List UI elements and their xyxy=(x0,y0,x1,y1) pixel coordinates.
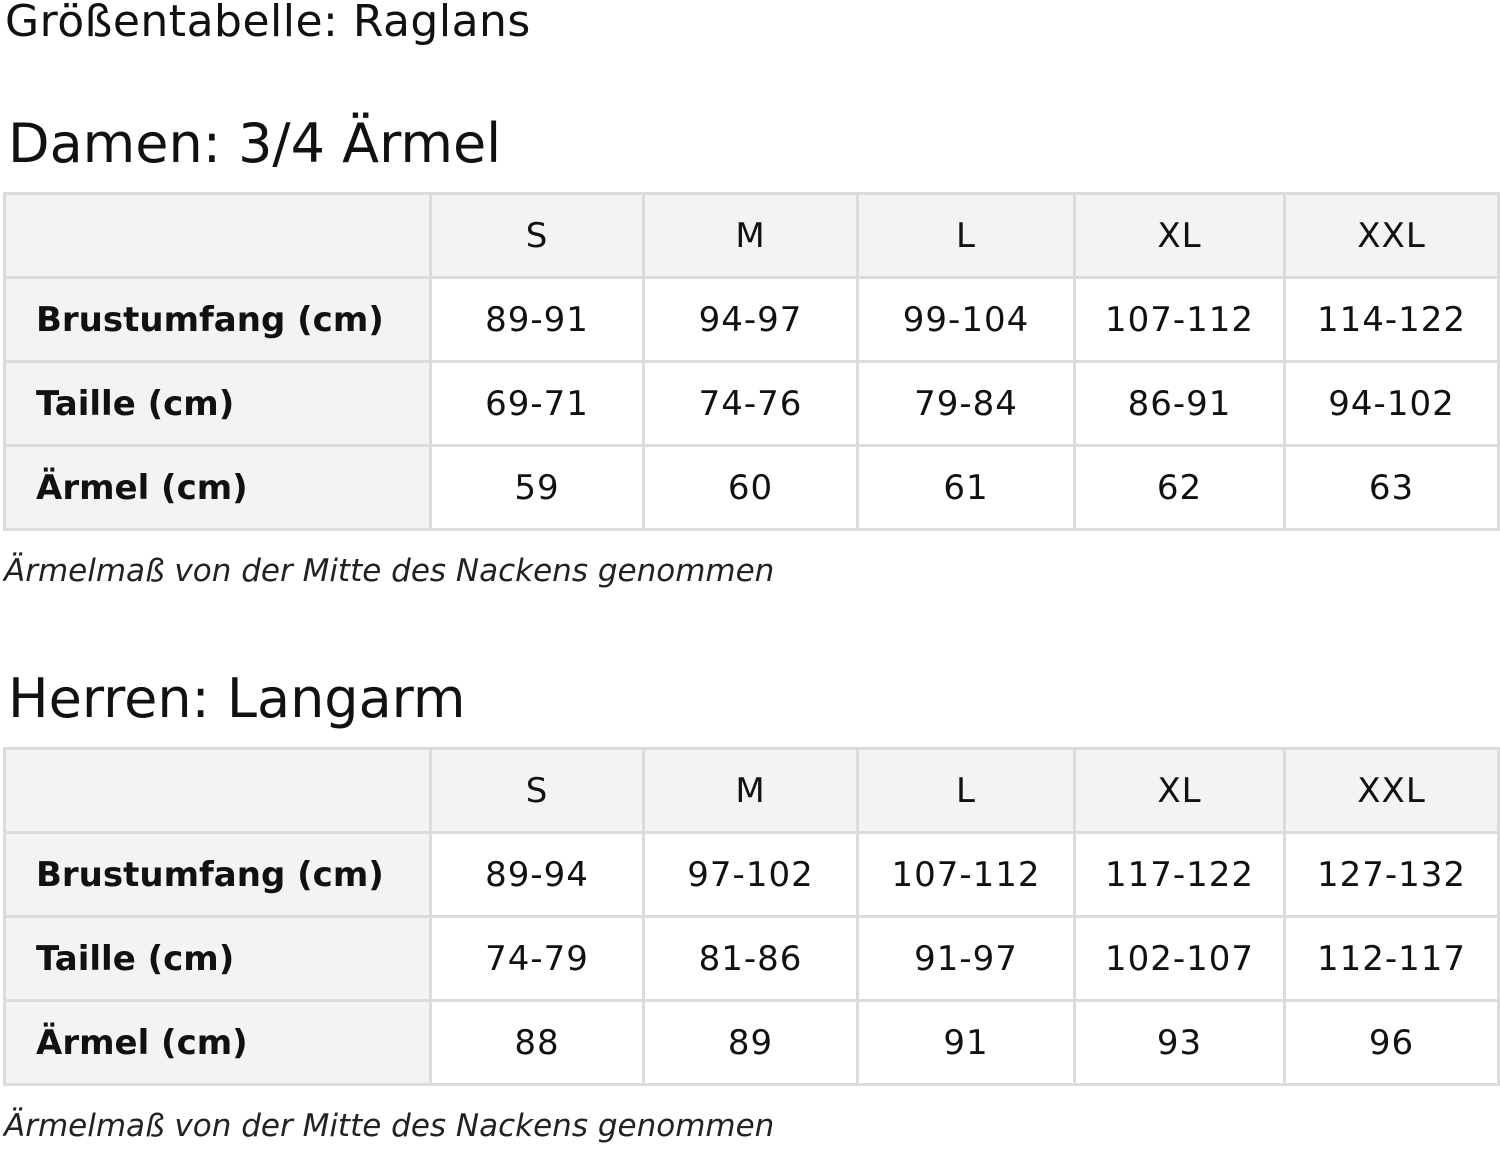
row-label: Brustumfang (cm) xyxy=(3,831,432,918)
size-header: XL xyxy=(1073,192,1286,279)
table-cell: 91 xyxy=(856,999,1076,1086)
header-row: S M L XL XXL xyxy=(3,192,1500,279)
table-cell: 127-132 xyxy=(1283,831,1500,918)
table-cell: 74-76 xyxy=(642,360,859,447)
empty-corner xyxy=(3,747,432,834)
table-cell: 96 xyxy=(1283,999,1500,1086)
row-label: Ärmel (cm) xyxy=(3,444,432,531)
table-row: Ärmel (cm) 59 60 61 62 63 xyxy=(3,444,1500,531)
table-cell: 102-107 xyxy=(1073,915,1286,1002)
size-header: XL xyxy=(1073,747,1286,834)
header-row: S M L XL XXL xyxy=(3,747,1500,834)
table-cell: 97-102 xyxy=(642,831,859,918)
table-cell: 61 xyxy=(856,444,1076,531)
size-header: L xyxy=(856,747,1076,834)
size-header: XXL xyxy=(1283,747,1500,834)
table-cell: 93 xyxy=(1073,999,1286,1086)
table-cell: 62 xyxy=(1073,444,1286,531)
size-header: M xyxy=(642,747,859,834)
row-label: Taille (cm) xyxy=(3,360,432,447)
table-cell: 74-79 xyxy=(429,915,645,1002)
table-cell: 99-104 xyxy=(856,276,1076,363)
table-row: Taille (cm) 74-79 81-86 91-97 102-107 112-117 xyxy=(3,915,1500,1002)
table-cell: 59 xyxy=(429,444,645,531)
table-cell: 107-112 xyxy=(1073,276,1286,363)
table-cell: 88 xyxy=(429,999,645,1086)
table-cell: 94-97 xyxy=(642,276,859,363)
table-row: Brustumfang (cm) 89-94 97-102 107-112 117-12… xyxy=(3,831,1500,918)
size-table: S M L XL XXL Brustumfang (cm) 89-94 97-102 107-1… xyxy=(3,747,1500,1086)
section-heading: Herren: Langarm xyxy=(8,667,466,730)
footnote: Ärmelmaß von der Mitte des Nackens genom… xyxy=(4,553,775,589)
table-cell: 86-91 xyxy=(1073,360,1286,447)
size-header: L xyxy=(856,192,1076,279)
table-cell: 89-94 xyxy=(429,831,645,918)
table-cell: 112-117 xyxy=(1283,915,1500,1002)
table-row: Taille (cm) 69-71 74-76 79-84 86-91 94-102 xyxy=(3,360,1500,447)
table-cell: 91-97 xyxy=(856,915,1076,1002)
empty-corner xyxy=(3,192,432,279)
size-header: S xyxy=(429,747,645,834)
table-row: Ärmel (cm) 88 89 91 93 96 xyxy=(3,999,1500,1086)
table-cell: 114-122 xyxy=(1283,276,1500,363)
table-cell: 69-71 xyxy=(429,360,645,447)
footnote: Ärmelmaß von der Mitte des Nackens genom… xyxy=(4,1108,775,1144)
table-cell: 117-122 xyxy=(1073,831,1286,918)
table-cell: 94-102 xyxy=(1283,360,1500,447)
size-table: S M L XL XXL Brustumfang (cm) 89-91 94-97 99-104… xyxy=(3,192,1500,531)
size-header: XXL xyxy=(1283,192,1500,279)
table-cell: 79-84 xyxy=(856,360,1076,447)
page-title: Größentabelle: Raglans xyxy=(5,0,531,47)
row-label: Taille (cm) xyxy=(3,915,432,1002)
table-cell: 81-86 xyxy=(642,915,859,1002)
table-cell: 89 xyxy=(642,999,859,1086)
section-heading: Damen: 3/4 Ärmel xyxy=(8,112,502,175)
size-header: S xyxy=(429,192,645,279)
table-row: Brustumfang (cm) 89-91 94-97 99-104 107-112 1… xyxy=(3,276,1500,363)
row-label: Brustumfang (cm) xyxy=(3,276,432,363)
table-cell: 107-112 xyxy=(856,831,1076,918)
table-cell: 63 xyxy=(1283,444,1500,531)
size-header: M xyxy=(642,192,859,279)
table-cell: 60 xyxy=(642,444,859,531)
row-label: Ärmel (cm) xyxy=(3,999,432,1086)
table-cell: 89-91 xyxy=(429,276,645,363)
